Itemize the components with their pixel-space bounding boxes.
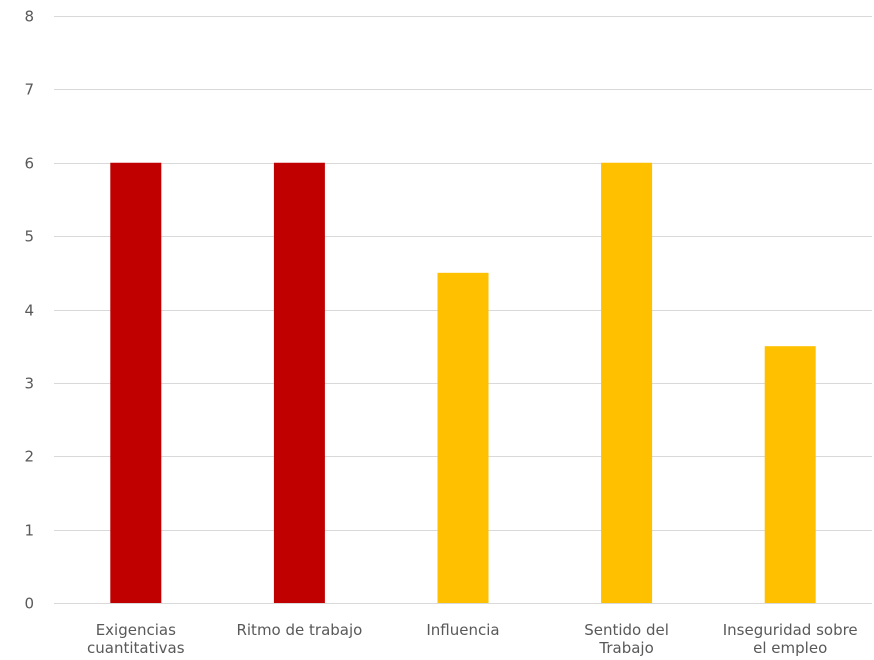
y-tick-label-8: 8 (24, 8, 34, 26)
bar-4 (764, 346, 816, 603)
x-category-label-1: Ritmo de trabajo (236, 621, 362, 639)
bars (110, 162, 816, 603)
bar-0 (110, 162, 162, 603)
y-tick-label-1: 1 (24, 522, 34, 540)
y-tick-label-2: 2 (24, 448, 34, 466)
y-tick-label-0: 0 (24, 595, 34, 613)
y-tick-label-5: 5 (24, 228, 34, 246)
y-tick-label-6: 6 (24, 155, 34, 173)
y-tick-label-7: 7 (24, 81, 34, 99)
x-category-label-2: Influencia (426, 621, 499, 639)
bar-3 (601, 162, 653, 603)
x-category-label-0: Exigencias cuantitativas (87, 621, 185, 657)
y-tick-label-4: 4 (24, 302, 34, 320)
y-axis-tick-labels: 0 1 2 3 4 5 6 7 8 (24, 8, 34, 613)
y-tick-label-3: 3 (24, 375, 34, 393)
x-axis-category-labels: Exigencias cuantitativas Ritmo de trabajo I… (87, 621, 858, 657)
x-category-label-3: Sentido del Trabajo (584, 621, 669, 657)
x-category-label-4: Inseguridad sobre el empleo (723, 621, 858, 657)
bar-2 (437, 272, 489, 603)
bar-1 (273, 162, 325, 603)
